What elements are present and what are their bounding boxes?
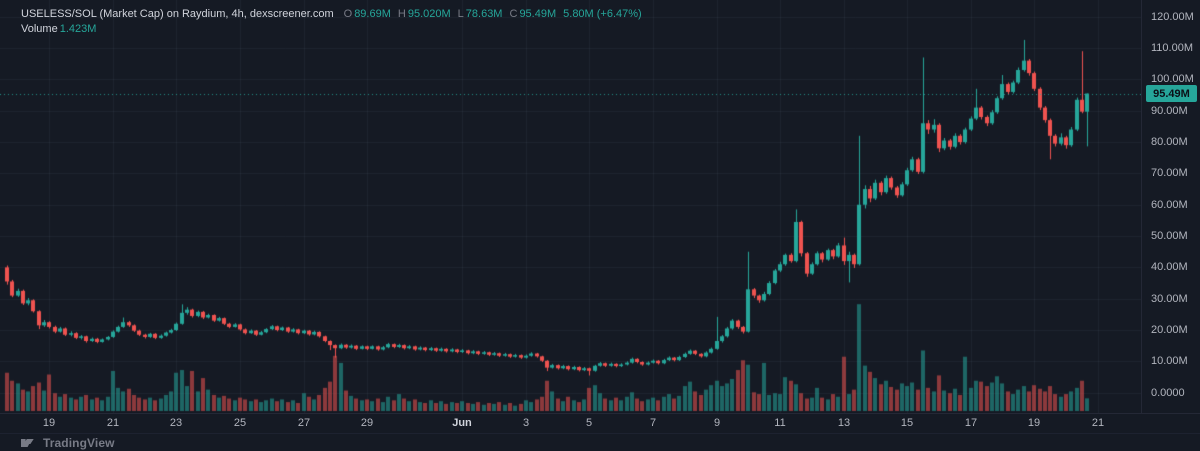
open-label: O — [343, 8, 353, 20]
time-axis-label: 25 — [233, 417, 247, 429]
price-axis-label: 30.00M — [1151, 292, 1188, 305]
time-axis-label: 29 — [360, 417, 374, 429]
time-axis-label: 13 — [837, 417, 851, 429]
high-label: H — [397, 8, 406, 20]
price-axis-label: 110.00M — [1151, 42, 1193, 55]
tradingview-logo-text: TradingView — [43, 435, 115, 450]
footer-bar: TradingView — [0, 433, 1200, 451]
price-axis[interactable]: 95.49M 120.00M 110.00M 100.00M 90.00M 80.00M… — [1141, 0, 1200, 413]
high-value: 95.020M — [407, 8, 451, 20]
price-axis-label: 10.00M — [1151, 355, 1188, 368]
time-axis-label: 19 — [42, 417, 56, 429]
time-axis-label: 21 — [1091, 417, 1105, 429]
time-axis-label: 5 — [585, 417, 593, 429]
symbol-title: USELESS/SOL (Market Cap) on Raydium, 4h,… — [21, 8, 334, 20]
candlestick-chart-canvas[interactable] — [0, 0, 1141, 413]
time-axis-label: 17 — [964, 417, 978, 429]
time-axis-label: 19 — [1027, 417, 1041, 429]
time-axis-label: 21 — [106, 417, 120, 429]
change-value: 5.80M (+6.47%) — [563, 8, 642, 20]
price-axis-label: 90.00M — [1151, 104, 1188, 117]
tradingview-logo-icon — [21, 438, 34, 447]
price-axis-label: 0.0000 — [1151, 386, 1185, 399]
time-axis-month-label: Jun — [452, 417, 472, 429]
legend-volume-row: Volume 1.423M — [21, 22, 642, 37]
time-axis-label: 3 — [522, 417, 530, 429]
open-value: 89.69M — [354, 8, 391, 20]
price-axis-label: 70.00M — [1151, 167, 1188, 180]
price-axis-label: 100.00M — [1151, 73, 1194, 86]
close-value: 95.49M — [519, 8, 557, 20]
time-axis-label: 7 — [649, 417, 657, 429]
time-axis-label: 15 — [900, 417, 914, 429]
volume-value: 1.423M — [59, 23, 97, 35]
current-price-badge: 95.49M — [1146, 85, 1197, 103]
time-axis-label: 27 — [297, 417, 311, 429]
time-axis-label: 9 — [713, 417, 721, 429]
price-axis-label: 60.00M — [1151, 198, 1188, 211]
price-axis-label: 50.00M — [1151, 230, 1188, 243]
low-label: L — [457, 8, 464, 20]
time-axis[interactable]: 19 21 23 25 27 29 Jun 3 5 7 9 11 13 15 17 19 21 — [0, 413, 1200, 433]
price-axis-label: 20.00M — [1151, 324, 1188, 337]
price-axis-label: 120.00M — [1151, 10, 1194, 23]
time-axis-label: 23 — [169, 417, 183, 429]
volume-label: Volume — [21, 23, 58, 35]
low-value: 78.63M — [465, 8, 503, 20]
chart-legend: USELESS/SOL (Market Cap) on Raydium, 4h,… — [21, 7, 642, 37]
price-axis-label: 40.00M — [1151, 261, 1188, 274]
time-axis-label: 11 — [774, 417, 786, 429]
price-axis-label: 80.00M — [1151, 136, 1188, 149]
legend-title-row: USELESS/SOL (Market Cap) on Raydium, 4h,… — [21, 7, 642, 22]
close-label: C — [509, 8, 518, 20]
tradingview-logo[interactable]: TradingView — [21, 436, 115, 450]
